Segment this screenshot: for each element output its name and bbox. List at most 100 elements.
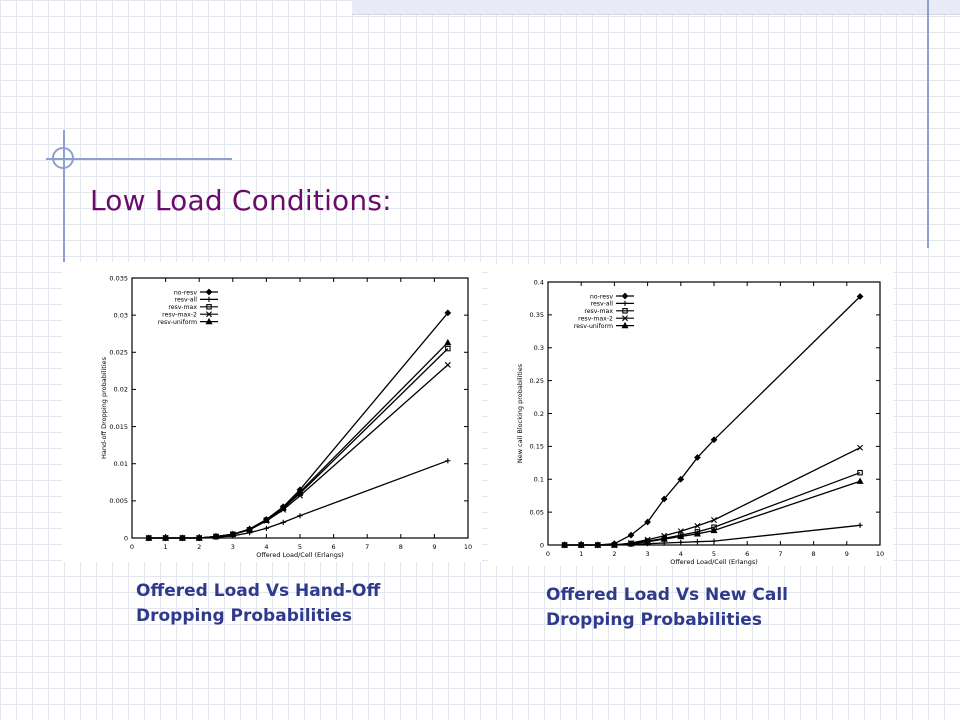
series-line-no-resv: [148, 312, 449, 539]
caption-newcall: Offered Load Vs New Call Dropping Probab…: [546, 585, 789, 630]
data-point-resv-uniform: [212, 532, 220, 540]
data-point-resv-all: [711, 538, 717, 544]
legend-marker-resv-max-2: [622, 315, 628, 322]
x-tick-label: 1: [164, 543, 168, 551]
caption-handoff: Offered Load Vs Hand-Off Dropping Probab…: [136, 581, 381, 626]
data-point-no-resv: [644, 518, 651, 526]
x-tick-label: 4: [679, 550, 683, 558]
title-accent-line: [46, 158, 232, 160]
data-point-resv-max-2: [694, 522, 701, 529]
y-tick-label: 0.015: [109, 423, 128, 431]
x-axis-label: Offered Load/Cell (Erlangs): [670, 558, 758, 566]
y-tick-label: 0.1: [534, 476, 544, 484]
newcall-blocking-chart: 0 1 2 3 4 5 6 7 8 9 10 0 0.05 0.1 0.15 0.2 0.25 0.3 0.35 0.…: [516, 278, 884, 566]
data-point-resv-all: [445, 458, 451, 464]
series-line-resv-uniform: [148, 342, 449, 539]
series-line-no-resv: [564, 296, 861, 546]
x-tick-label: 7: [778, 550, 782, 558]
data-point-resv-uniform: [296, 488, 304, 495]
data-point-resv-uniform: [444, 338, 452, 346]
series-resv-all: [146, 458, 451, 541]
legend-marker-resv-uniform: [205, 317, 213, 325]
y-tick-label: 0.15: [530, 443, 544, 451]
x-tick-label: 5: [712, 550, 716, 558]
x-tick-label: 10: [464, 543, 472, 551]
y-tick-label: 0.02: [114, 386, 128, 394]
series-resv-uniform: [561, 477, 864, 548]
data-point-no-resv: [677, 475, 685, 483]
series-line-resv-max: [564, 472, 861, 546]
data-point-resv-uniform: [279, 503, 287, 511]
series-resv-max-2: [145, 361, 451, 541]
series-resv-uniform: [145, 338, 452, 541]
data-point-resv-uniform: [577, 541, 585, 548]
data-point-resv-max: [445, 345, 451, 352]
data-point-resv-all: [297, 513, 303, 519]
data-point-resv-uniform: [195, 534, 203, 541]
x-tick-label: 3: [231, 543, 235, 551]
data-point-no-resv: [710, 436, 718, 444]
x-tick-label: 8: [812, 550, 816, 558]
x-tick-label: 0: [130, 543, 134, 551]
data-point-no-resv: [856, 293, 864, 300]
y-tick-label: 0.25: [530, 377, 544, 385]
data-point-resv-max-2: [444, 361, 451, 368]
right-accent-line: [927, 0, 929, 248]
y-tick-label: 0.3: [534, 344, 544, 352]
x-tick-label: 3: [646, 550, 650, 558]
series-no-resv: [561, 293, 864, 549]
legend-marker-no-resv: [205, 288, 213, 296]
data-point-resv-uniform: [677, 532, 685, 540]
legend-label-no-resv: no-resv: [174, 289, 197, 296]
data-point-resv-uniform: [162, 534, 170, 541]
data-point-resv-max: [857, 469, 863, 476]
y-tick-label: 0.03: [114, 311, 128, 319]
handoff-dropping-chart: 0 1 2 3 4 5 6 7 8 9 10 0 0.005 0.01 0.015 0.02 0.025 0.03…: [100, 274, 472, 559]
data-point-resv-max-2: [857, 444, 864, 451]
data-point-resv-all: [694, 539, 700, 545]
y-tick-label: 0.01: [114, 460, 128, 468]
y-tick-label: 0: [540, 541, 544, 549]
data-point-no-resv: [444, 309, 452, 317]
data-point-resv-uniform: [178, 534, 186, 541]
x-axis-label: Offered Load/Cell (Erlangs): [256, 551, 344, 559]
data-point-resv-all: [280, 519, 286, 525]
y-tick-label: 0.005: [109, 497, 128, 505]
legend-marker-resv-uniform: [621, 321, 629, 329]
legend-label-resv-uniform: resv-uniform: [158, 319, 197, 326]
data-point-resv-uniform: [594, 541, 602, 548]
legend-label-no-resv: no-resv: [590, 293, 613, 300]
x-tick-label: 2: [197, 543, 201, 551]
series-line-resv-max: [148, 348, 449, 539]
series-resv-max: [146, 345, 451, 541]
x-tick-label: 2: [612, 550, 616, 558]
data-point-resv-uniform: [229, 530, 237, 537]
x-tick-label: 9: [432, 543, 436, 551]
x-tick-label: 9: [845, 550, 849, 558]
series-line-resv-uniform: [564, 480, 861, 546]
left-accent-line: [63, 130, 65, 265]
data-point-resv-uniform: [561, 541, 569, 548]
data-point-resv-max-2: [677, 528, 684, 535]
y-tick-label: 0.4: [534, 278, 544, 286]
x-tick-label: 6: [332, 543, 336, 551]
y-tick-label: 0.05: [530, 508, 544, 516]
series-line-resv-max-2: [148, 364, 449, 539]
legend-marker-resv-max: [206, 304, 212, 310]
x-tick-label: 8: [399, 543, 403, 551]
legend-label-resv-all: resv-all: [175, 297, 198, 304]
y-tick-label: 0: [124, 534, 128, 542]
legend-marker-resv-all: [622, 300, 628, 306]
legend-label-resv-max-2: resv-max-2: [578, 316, 613, 323]
data-point-resv-uniform: [644, 537, 652, 545]
x-tick-label: 4: [264, 543, 268, 551]
data-point-no-resv: [627, 531, 635, 539]
data-point-resv-all: [857, 522, 863, 528]
handoff-chart-panel: 0 1 2 3 4 5 6 7 8 9 10 0 0.005 0.01 0.015 0.02 0.025 0.03…: [62, 262, 482, 562]
x-tick-label: 0: [546, 550, 550, 558]
data-point-resv-uniform: [627, 539, 635, 547]
y-axis-label: New call Blocking probabilities: [516, 363, 524, 463]
data-point-resv-uniform: [660, 535, 668, 542]
legend-marker-resv-all: [206, 296, 212, 302]
data-point-no-resv: [694, 454, 701, 461]
